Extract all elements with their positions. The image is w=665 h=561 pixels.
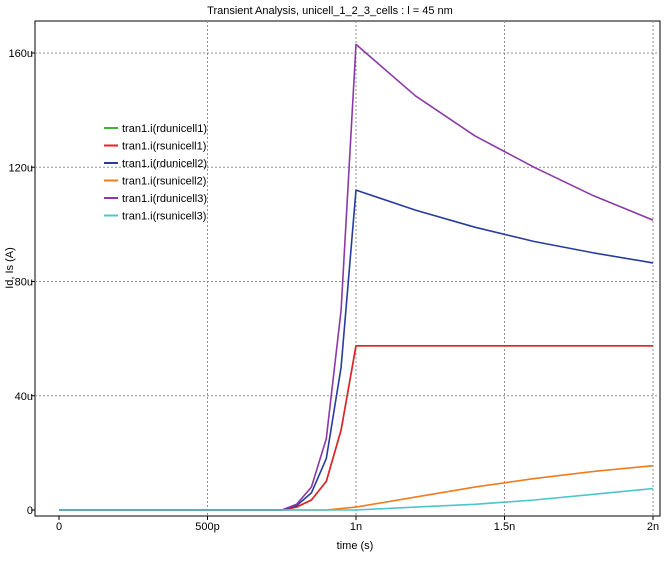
series-lines bbox=[59, 43, 654, 511]
y-tick-label-0: 0 bbox=[27, 505, 33, 517]
x-tick-label-3: 1.5n bbox=[494, 521, 515, 533]
x-tick-label-2: 1n bbox=[350, 521, 362, 533]
legend-label-2: tran1.i(rdunicell2) bbox=[122, 158, 207, 170]
y-axis-title: Id, Is (A) bbox=[4, 247, 16, 289]
y-tick-label-1: 40u bbox=[15, 391, 33, 403]
legend-label-4: tran1.i(rdunicell3) bbox=[122, 193, 207, 205]
x-tick-label-1: 500p bbox=[195, 521, 219, 533]
legend-label-1: tran1.i(rsunicell1) bbox=[122, 141, 206, 153]
x-tick-label-4: 2n bbox=[647, 521, 659, 533]
x-tick-label-0: 0 bbox=[56, 521, 62, 533]
series-line-2 bbox=[59, 189, 654, 511]
legend-label-3: tran1.i(rsunicell2) bbox=[122, 176, 206, 188]
legend-label-0: tran1.i(rdunicell1) bbox=[122, 123, 207, 135]
grid-lines bbox=[35, 21, 660, 516]
legend-label-5: tran1.i(rsunicell3) bbox=[122, 211, 206, 223]
axis-ticks: 0 500p 1n 1.5n 2n 0 40u 80u 120u 160u bbox=[9, 48, 660, 533]
y-tick-label-4: 160u bbox=[9, 48, 33, 60]
series-line-1 bbox=[59, 344, 653, 511]
series-line-4 bbox=[59, 43, 654, 511]
chart-title: Transient Analysis, unicell_1_2_3_cells … bbox=[207, 5, 453, 17]
x-axis-title: time (s) bbox=[337, 540, 374, 552]
y-tick-label-2: 80u bbox=[15, 277, 33, 289]
legend: tran1.i(rdunicell1) tran1.i(rsunicell1) tr… bbox=[104, 123, 207, 223]
series-line-5 bbox=[59, 487, 654, 511]
y-tick-label-3: 120u bbox=[9, 162, 33, 174]
plot-area bbox=[34, 20, 661, 517]
